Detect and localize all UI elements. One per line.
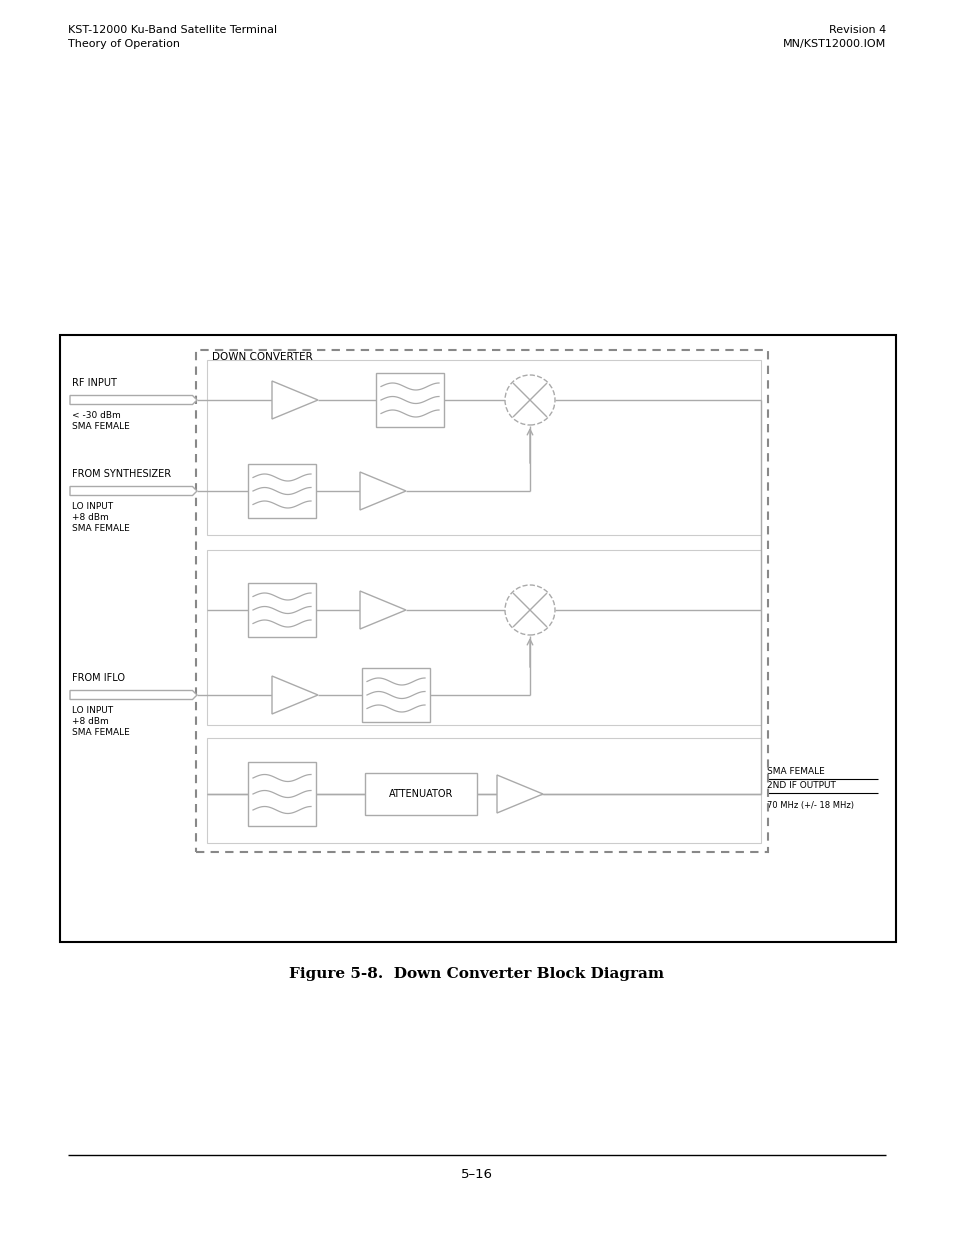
Bar bbox=[60, 335, 895, 942]
Text: FROM IFLO: FROM IFLO bbox=[71, 673, 125, 683]
Polygon shape bbox=[359, 472, 406, 510]
Bar bbox=[195, 350, 767, 852]
Text: DOWN CONVERTER: DOWN CONVERTER bbox=[212, 352, 313, 362]
Polygon shape bbox=[497, 776, 542, 813]
Text: 70 MHz (+/- 18 MHz): 70 MHz (+/- 18 MHz) bbox=[766, 802, 853, 810]
Text: < -30 dBm: < -30 dBm bbox=[71, 411, 121, 420]
Bar bbox=[361, 668, 430, 722]
Text: +8 dBm: +8 dBm bbox=[71, 513, 109, 522]
Text: SMA FEMALE: SMA FEMALE bbox=[766, 767, 824, 776]
Text: SMA FEMALE: SMA FEMALE bbox=[71, 524, 130, 534]
Polygon shape bbox=[359, 592, 406, 629]
Text: MN/KST12000.IOM: MN/KST12000.IOM bbox=[781, 40, 885, 49]
Bar bbox=[207, 550, 760, 725]
Circle shape bbox=[504, 375, 555, 425]
Circle shape bbox=[504, 585, 555, 635]
Text: LO INPUT: LO INPUT bbox=[71, 706, 113, 715]
Polygon shape bbox=[272, 382, 317, 419]
Bar bbox=[248, 583, 315, 637]
Text: KST-12000 Ku-Band Satellite Terminal: KST-12000 Ku-Band Satellite Terminal bbox=[68, 25, 276, 35]
Bar bbox=[248, 464, 315, 517]
Bar bbox=[207, 739, 760, 844]
Text: SMA FEMALE: SMA FEMALE bbox=[71, 727, 130, 737]
Text: RF INPUT: RF INPUT bbox=[71, 378, 117, 388]
Bar bbox=[375, 373, 443, 427]
Text: SMA FEMALE: SMA FEMALE bbox=[71, 422, 130, 431]
Text: ATTENUATOR: ATTENUATOR bbox=[389, 789, 453, 799]
Polygon shape bbox=[70, 395, 196, 405]
Text: Theory of Operation: Theory of Operation bbox=[68, 40, 180, 49]
Text: 5–16: 5–16 bbox=[460, 1168, 493, 1181]
Text: Revision 4: Revision 4 bbox=[828, 25, 885, 35]
Bar bbox=[248, 762, 315, 826]
Bar bbox=[365, 773, 476, 815]
Text: LO INPUT: LO INPUT bbox=[71, 501, 113, 511]
Bar bbox=[207, 359, 760, 535]
Text: Figure 5-8.  Down Converter Block Diagram: Figure 5-8. Down Converter Block Diagram bbox=[289, 967, 664, 981]
Polygon shape bbox=[70, 487, 196, 495]
Polygon shape bbox=[70, 690, 196, 699]
Text: 2ND IF OUTPUT: 2ND IF OUTPUT bbox=[766, 781, 835, 790]
Text: FROM SYNTHESIZER: FROM SYNTHESIZER bbox=[71, 469, 171, 479]
Text: +8 dBm: +8 dBm bbox=[71, 718, 109, 726]
Polygon shape bbox=[272, 676, 317, 714]
